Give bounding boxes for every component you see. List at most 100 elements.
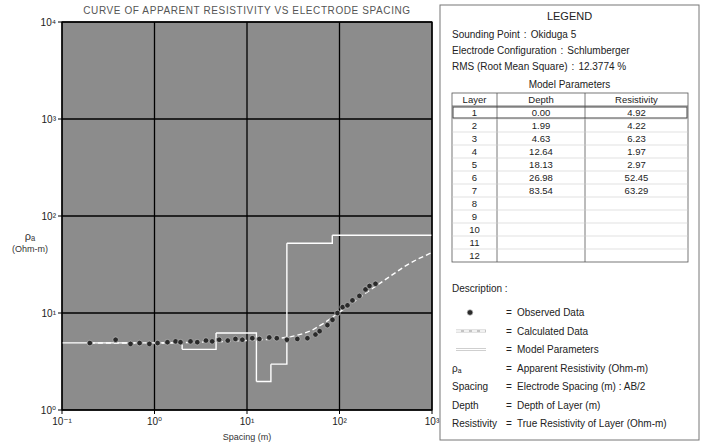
- table-rule: [452, 132, 688, 133]
- description-separator: =: [506, 363, 512, 374]
- description-key: Depth: [452, 400, 479, 411]
- info-row: Electrode Configuration:Schlumberger: [452, 45, 630, 56]
- table-layer: 6: [472, 172, 477, 183]
- table-rule: [452, 210, 688, 211]
- x-tick-label: 10¹: [240, 416, 255, 427]
- figure: CURVE OF APPARENT RESISTIVITY VS ELECTRO…: [0, 0, 705, 446]
- observed-point: [350, 298, 356, 304]
- observed-point: [233, 336, 239, 342]
- observed-point: [284, 337, 290, 343]
- observed-point: [225, 338, 231, 344]
- description-text: Electrode Spacing (m) : AB/2: [517, 381, 646, 392]
- info-label: Electrode Configuration: [452, 45, 557, 56]
- x-axis-label: Spacing (m): [223, 432, 272, 442]
- observed-point: [240, 337, 246, 343]
- y-axis-label: (Ohm-m): [12, 244, 48, 254]
- observed-point: [188, 339, 194, 345]
- info-label: RMS (Root Mean Square): [452, 61, 568, 72]
- table-depth: 4.63: [532, 133, 551, 144]
- info-row: Sounding Point:Okiduga 5: [452, 29, 577, 40]
- observed-point: [194, 339, 200, 345]
- table-depth: 0.00: [532, 107, 551, 118]
- table-resistivity: 2.97: [627, 159, 646, 170]
- legend-entry: Model Parameters: [517, 344, 599, 355]
- legend-symbol-halo: [456, 348, 486, 351]
- y-axis-label: ρₐ: [25, 230, 36, 242]
- info-value: Okiduga 5: [531, 29, 577, 40]
- table-layer: 9: [472, 211, 477, 222]
- model-layer: [256, 364, 270, 381]
- x-tick-label: 10⁰: [147, 416, 162, 427]
- observed-point: [305, 335, 311, 341]
- legend-symbol-halo: [456, 330, 486, 333]
- table-depth: 83.54: [529, 185, 553, 196]
- table-resistivity: 4.92: [627, 107, 646, 118]
- model-layer: [182, 333, 216, 349]
- legend-separator: =: [506, 344, 512, 355]
- model-layer: [216, 333, 256, 382]
- data-layer: [62, 235, 432, 381]
- observed-point: [257, 336, 263, 342]
- table-depth: 12.64: [529, 146, 553, 157]
- y-grid-line: [62, 215, 432, 216]
- table-depth: 18.13: [529, 159, 553, 170]
- y-tick-label: 10⁰: [41, 405, 56, 416]
- x-tick-label: 10²: [332, 416, 347, 427]
- description-key: Resistivity: [452, 418, 497, 429]
- table-header: Layer: [463, 94, 487, 105]
- observed-point: [295, 336, 301, 342]
- observed-point: [266, 335, 272, 341]
- table-rule: [452, 106, 688, 107]
- observed-point: [113, 337, 119, 343]
- observed-point: [325, 322, 331, 328]
- description-key: Spacing: [452, 381, 488, 392]
- description-key: ρₐ: [452, 363, 462, 374]
- description-text: True Resistivity of Layer (Ohm-m): [517, 418, 667, 429]
- info-separator: :: [572, 61, 575, 72]
- description-text: Depth of Layer (m): [517, 400, 600, 411]
- y-grid-line: [62, 118, 432, 119]
- table-header: Resistivity: [615, 94, 658, 105]
- y-tick-label: 10²: [42, 211, 57, 222]
- table-resistivity: 52.45: [625, 172, 649, 183]
- param-table: [452, 93, 688, 262]
- observed-point: [216, 337, 222, 343]
- selected-row: [453, 107, 687, 118]
- info-value: 12.3774 %: [578, 61, 626, 72]
- description-separator: =: [506, 418, 512, 429]
- observed-point: [249, 335, 255, 341]
- observed-point: [128, 341, 134, 347]
- info-separator: :: [561, 45, 564, 56]
- table-rule: [452, 223, 688, 224]
- legend-title: LEGEND: [547, 10, 592, 22]
- legend-entry: Observed Data: [517, 307, 585, 318]
- legend-separator: =: [506, 326, 512, 337]
- legend-separator: =: [506, 307, 512, 318]
- table-layer: 2: [472, 120, 477, 131]
- observed-point: [165, 339, 171, 345]
- legend-symbol: [456, 349, 486, 350]
- observed-point: [203, 338, 209, 344]
- x-tick-label: 10³: [425, 416, 440, 427]
- table-header: Depth: [528, 94, 553, 105]
- legend-entry: Calculated Data: [517, 326, 589, 337]
- table-layer: 12: [469, 250, 480, 261]
- description-title: Description :: [452, 283, 508, 294]
- observed-point: [367, 283, 373, 289]
- table-layer: 11: [470, 237, 480, 248]
- model-layer: [62, 343, 182, 349]
- observed-point: [317, 328, 323, 334]
- table-rule: [452, 236, 688, 237]
- info-label: Sounding Point: [452, 29, 520, 40]
- table-layer: 5: [472, 159, 477, 170]
- observed-point: [147, 341, 153, 347]
- table-rule: [452, 119, 688, 120]
- table-depth: 26.98: [529, 172, 553, 183]
- observed-point: [335, 310, 341, 316]
- model-layer: [287, 235, 332, 243]
- observed-point: [345, 303, 351, 309]
- model-layer: [332, 235, 432, 236]
- table-resistivity: 63.29: [625, 185, 649, 196]
- table-layer: 8: [472, 198, 477, 209]
- y-tick-label: 10³: [42, 114, 57, 125]
